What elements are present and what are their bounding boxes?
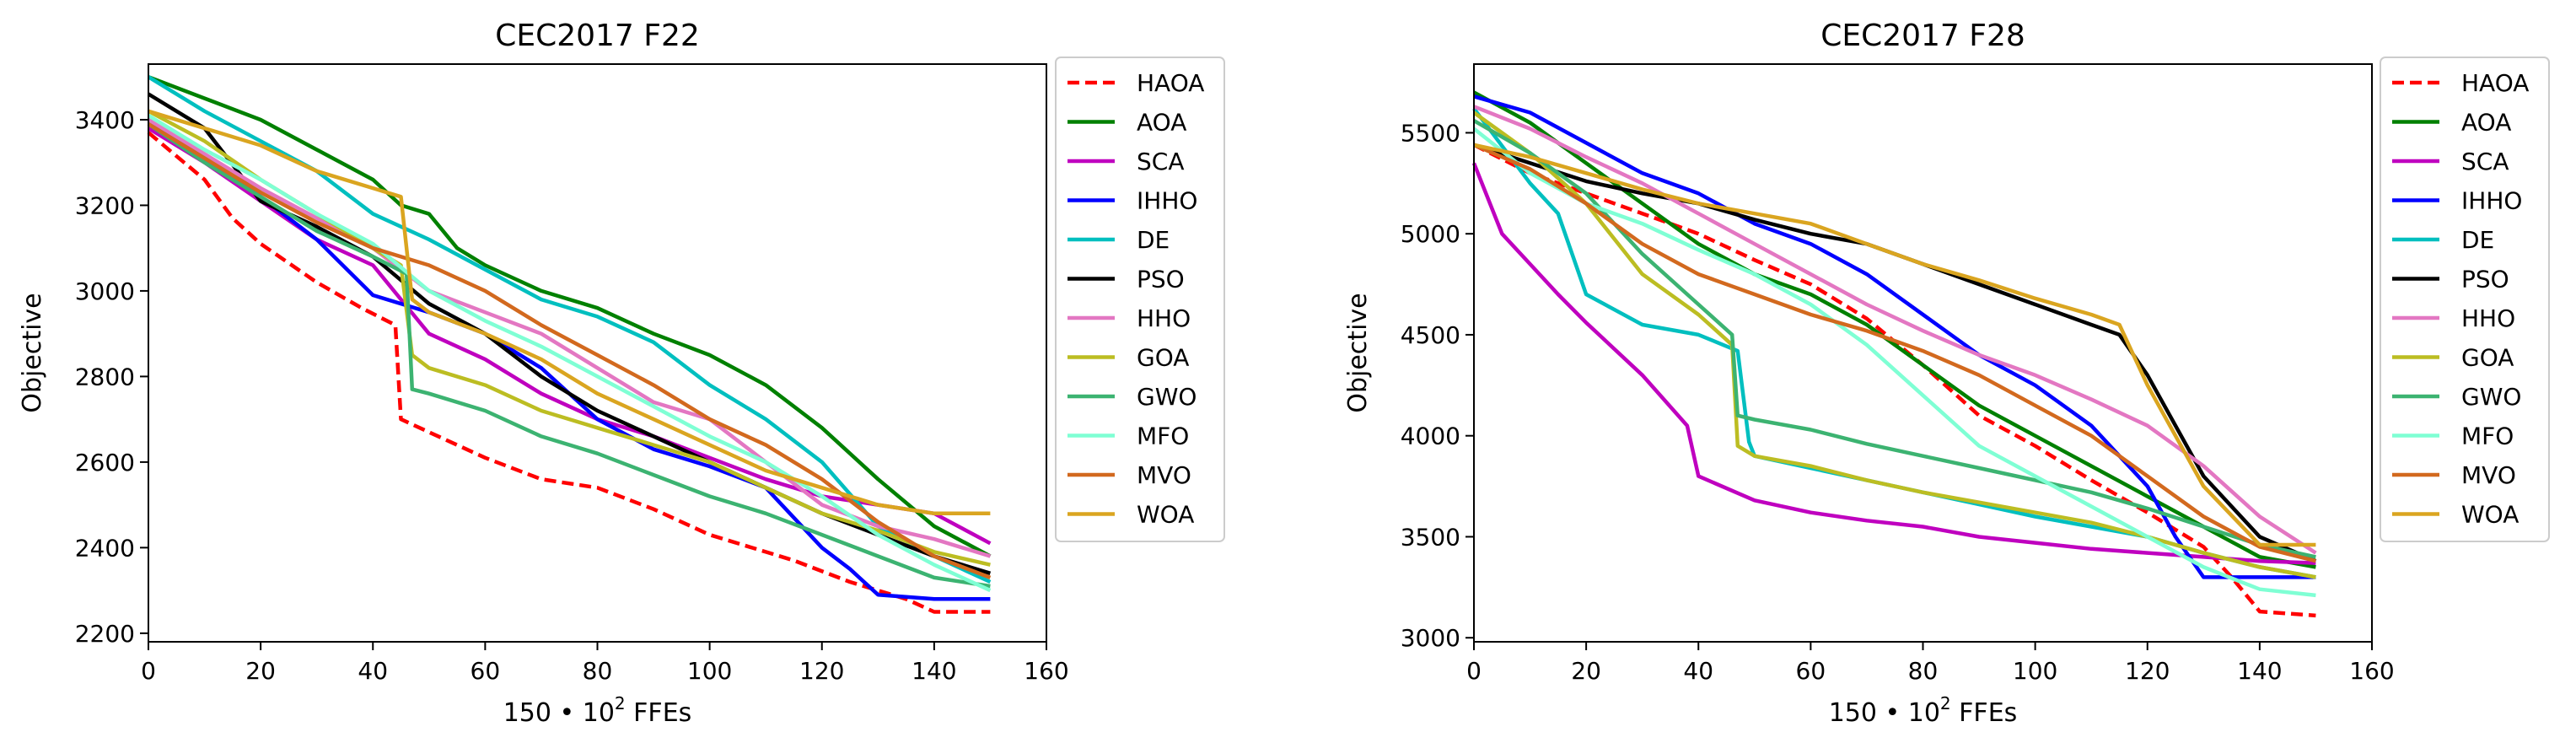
series-line-woa — [1473, 143, 2316, 547]
series-line-mvo — [1473, 143, 2316, 563]
x-tick-label: 120 — [799, 657, 844, 685]
x-axis-label: 150 • 102 FFEs — [1829, 693, 2018, 728]
x-tick-label: 60 — [471, 657, 501, 685]
series-line-aoa — [1472, 90, 2316, 569]
legend-label-mvo: MVO — [2461, 461, 2516, 489]
legend-label-de: DE — [1137, 226, 1170, 254]
series-line-goa — [1472, 110, 2316, 579]
legend-label-de: DE — [2461, 226, 2494, 254]
legend-label-mfo: MFO — [2461, 423, 2514, 450]
y-tick-label: 3000 — [75, 277, 135, 305]
x-tick-label: 140 — [912, 657, 956, 685]
x-tick-label: 20 — [245, 657, 276, 685]
series-line-ihho — [147, 118, 991, 601]
series-line-aoa — [148, 75, 992, 558]
y-tick-label: 4000 — [1401, 423, 1460, 450]
series-line-mfo — [147, 113, 992, 593]
series-line-de — [147, 75, 992, 584]
legend-label-gwo: GWO — [2461, 383, 2521, 411]
legend-label-haoa: HAOA — [1137, 69, 1204, 97]
legend-label-pso: PSO — [1137, 266, 1185, 293]
chart-title: CEC2017 F28 — [1820, 19, 2025, 53]
series-line-woa — [148, 109, 991, 516]
series-line-pso — [1473, 143, 2317, 563]
legend-label-mvo: MVO — [1137, 461, 1191, 489]
x-axis-label: 150 • 102 FFEs — [503, 693, 692, 728]
legend: HAOA AOA SCA IHHO DE PSO HHO GOA GWO MFO MVO WOA — [1055, 57, 1225, 542]
y-tick-label: 2600 — [75, 449, 135, 476]
chart-title: CEC2017 F22 — [495, 19, 700, 53]
y-tick-label: 5000 — [1401, 220, 1460, 248]
series-line-mvo — [147, 122, 992, 580]
series-line-gwo — [1472, 119, 2316, 559]
legend-label-woa: WOA — [2461, 501, 2519, 529]
legend-label-aoa: AOA — [1137, 109, 1186, 137]
legend-label-haoa: HAOA — [2461, 69, 2529, 97]
x-tick-label: 160 — [2349, 657, 2394, 685]
series-line-gwo — [147, 122, 991, 589]
y-tick-label: 5500 — [1401, 119, 1460, 147]
x-tick-label: 100 — [687, 657, 732, 685]
x-tick-label: 40 — [1683, 657, 1713, 685]
legend-box — [2380, 57, 2550, 542]
chart-panel-1: 0 20 40 60 80 100 120 140 160 3000 3500 4000 4500 500… — [1343, 19, 2550, 728]
legend-label-hho: HHO — [1137, 304, 1191, 332]
x-tick-label: 100 — [2013, 657, 2057, 685]
legend-label-aoa: AOA — [2461, 109, 2511, 137]
x-tick-label: 160 — [1024, 657, 1068, 685]
x-tick-label: 140 — [2237, 657, 2282, 685]
legend-label-goa: GOA — [1137, 344, 1189, 372]
y-tick-label: 2800 — [75, 363, 135, 390]
legend: HAOA AOA SCA IHHO DE PSO HHO GOA GWO MFO MVO WOA — [2380, 57, 2550, 542]
legend-label-sca: SCA — [1137, 148, 1184, 175]
series-line-hho — [1473, 105, 2317, 555]
series-line-mfo — [1472, 127, 2316, 598]
x-tick-label: 0 — [1466, 657, 1482, 685]
x-tick-label: 80 — [583, 657, 613, 685]
x-tick-label: 80 — [1908, 657, 1939, 685]
legend-label-woa: WOA — [1137, 501, 1194, 529]
legend-label-gwo: GWO — [1137, 383, 1197, 411]
y-tick-label: 3200 — [75, 191, 135, 219]
y-tick-label: 3000 — [1401, 624, 1460, 652]
legend-label-ihho: IHHO — [2461, 187, 2522, 215]
series-line-haoa — [147, 131, 991, 614]
legend-box — [1055, 57, 1225, 542]
y-tick-label: 3400 — [75, 106, 135, 134]
series-line-sca — [1471, 162, 2316, 565]
y-tick-label: 2200 — [75, 620, 135, 648]
x-tick-label: 0 — [141, 657, 156, 685]
x-tick-label: 60 — [1796, 657, 1826, 685]
x-tick-label: 20 — [1571, 657, 1601, 685]
y-axis-label: Objective — [18, 293, 47, 412]
legend-label-hho: HHO — [2461, 304, 2515, 332]
series-line-ihho — [1473, 94, 2316, 579]
y-tick-label: 3500 — [1401, 523, 1460, 551]
legend-label-mfo: MFO — [1137, 423, 1189, 450]
legend-label-ihho: IHHO — [1137, 187, 1197, 215]
x-tick-label: 40 — [358, 657, 388, 685]
chart-panel-0: 0 20 40 60 80 100 120 140 160 2200 2400 2600 2800 300… — [18, 19, 1225, 728]
legend-label-goa: GOA — [2461, 344, 2514, 372]
x-tick-label: 120 — [2125, 657, 2170, 685]
y-tick-label: 4500 — [1401, 321, 1460, 349]
y-tick-label: 2400 — [75, 534, 135, 562]
legend-label-pso: PSO — [2461, 266, 2509, 293]
y-axis-label: Objective — [1343, 293, 1373, 412]
legend-label-sca: SCA — [2461, 148, 2509, 175]
